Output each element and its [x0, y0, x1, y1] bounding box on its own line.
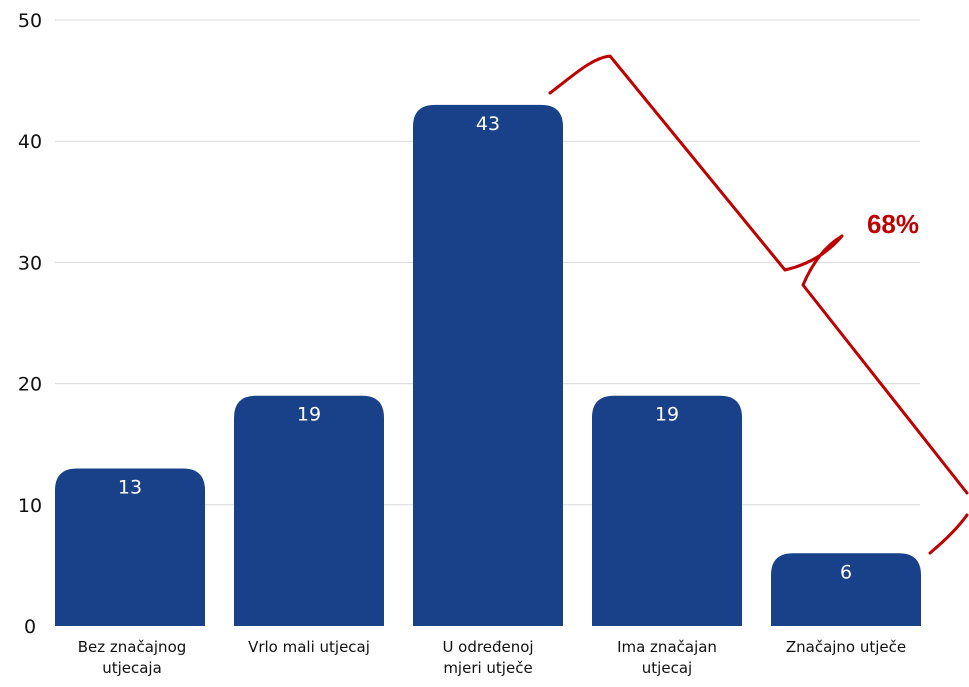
y-tick-label: 40	[18, 131, 42, 153]
data-label: 19	[655, 404, 679, 426]
annotation-group: 68%	[548, 54, 969, 555]
x-tick-label-line: Bez značajnog	[78, 638, 187, 656]
annotation-label: 68%	[867, 209, 919, 239]
annotation-brace	[548, 54, 969, 555]
x-tick-label: Ima značajan utjecaj	[617, 638, 717, 677]
x-tick-label: Bez značajnog utjecaja	[78, 638, 187, 677]
bar	[592, 395, 742, 626]
x-tick-label-line: Značajno utječe	[786, 638, 906, 656]
data-label: 19	[297, 404, 321, 426]
x-tick-label-line: utjecaj	[642, 659, 692, 677]
y-tick-label: 30	[18, 252, 42, 274]
x-tick-label-line: mjeri utječe	[443, 659, 532, 677]
bar	[234, 395, 384, 626]
y-axis-ticks: 0 10 20 30 40 50	[18, 10, 42, 638]
y-tick-label: 10	[18, 495, 42, 517]
bars: 13 19 43 19 6	[55, 104, 921, 627]
data-label: 6	[840, 561, 852, 583]
x-tick-label: Vrlo mali utjecaj	[248, 638, 370, 656]
x-tick-label-line: U određenoj	[442, 638, 533, 656]
x-tick-label-line: Vrlo mali utjecaj	[248, 638, 370, 656]
x-tick-label-line: utjecaja	[102, 659, 162, 677]
x-tick-label-line: Ima značajan	[617, 638, 717, 656]
x-axis-labels: Bez značajnog utjecaja Vrlo mali utjecaj U …	[78, 638, 906, 677]
bar	[55, 468, 205, 626]
y-tick-label: 0	[24, 616, 36, 638]
bar	[771, 553, 921, 626]
y-tick-label: 20	[18, 374, 42, 396]
data-label: 43	[476, 113, 500, 135]
y-tick-label: 50	[18, 10, 42, 32]
data-label: 13	[118, 476, 142, 498]
bar	[413, 104, 563, 627]
x-tick-label: U određenoj mjeri utječe	[442, 638, 533, 677]
x-tick-label: Značajno utječe	[786, 638, 906, 656]
